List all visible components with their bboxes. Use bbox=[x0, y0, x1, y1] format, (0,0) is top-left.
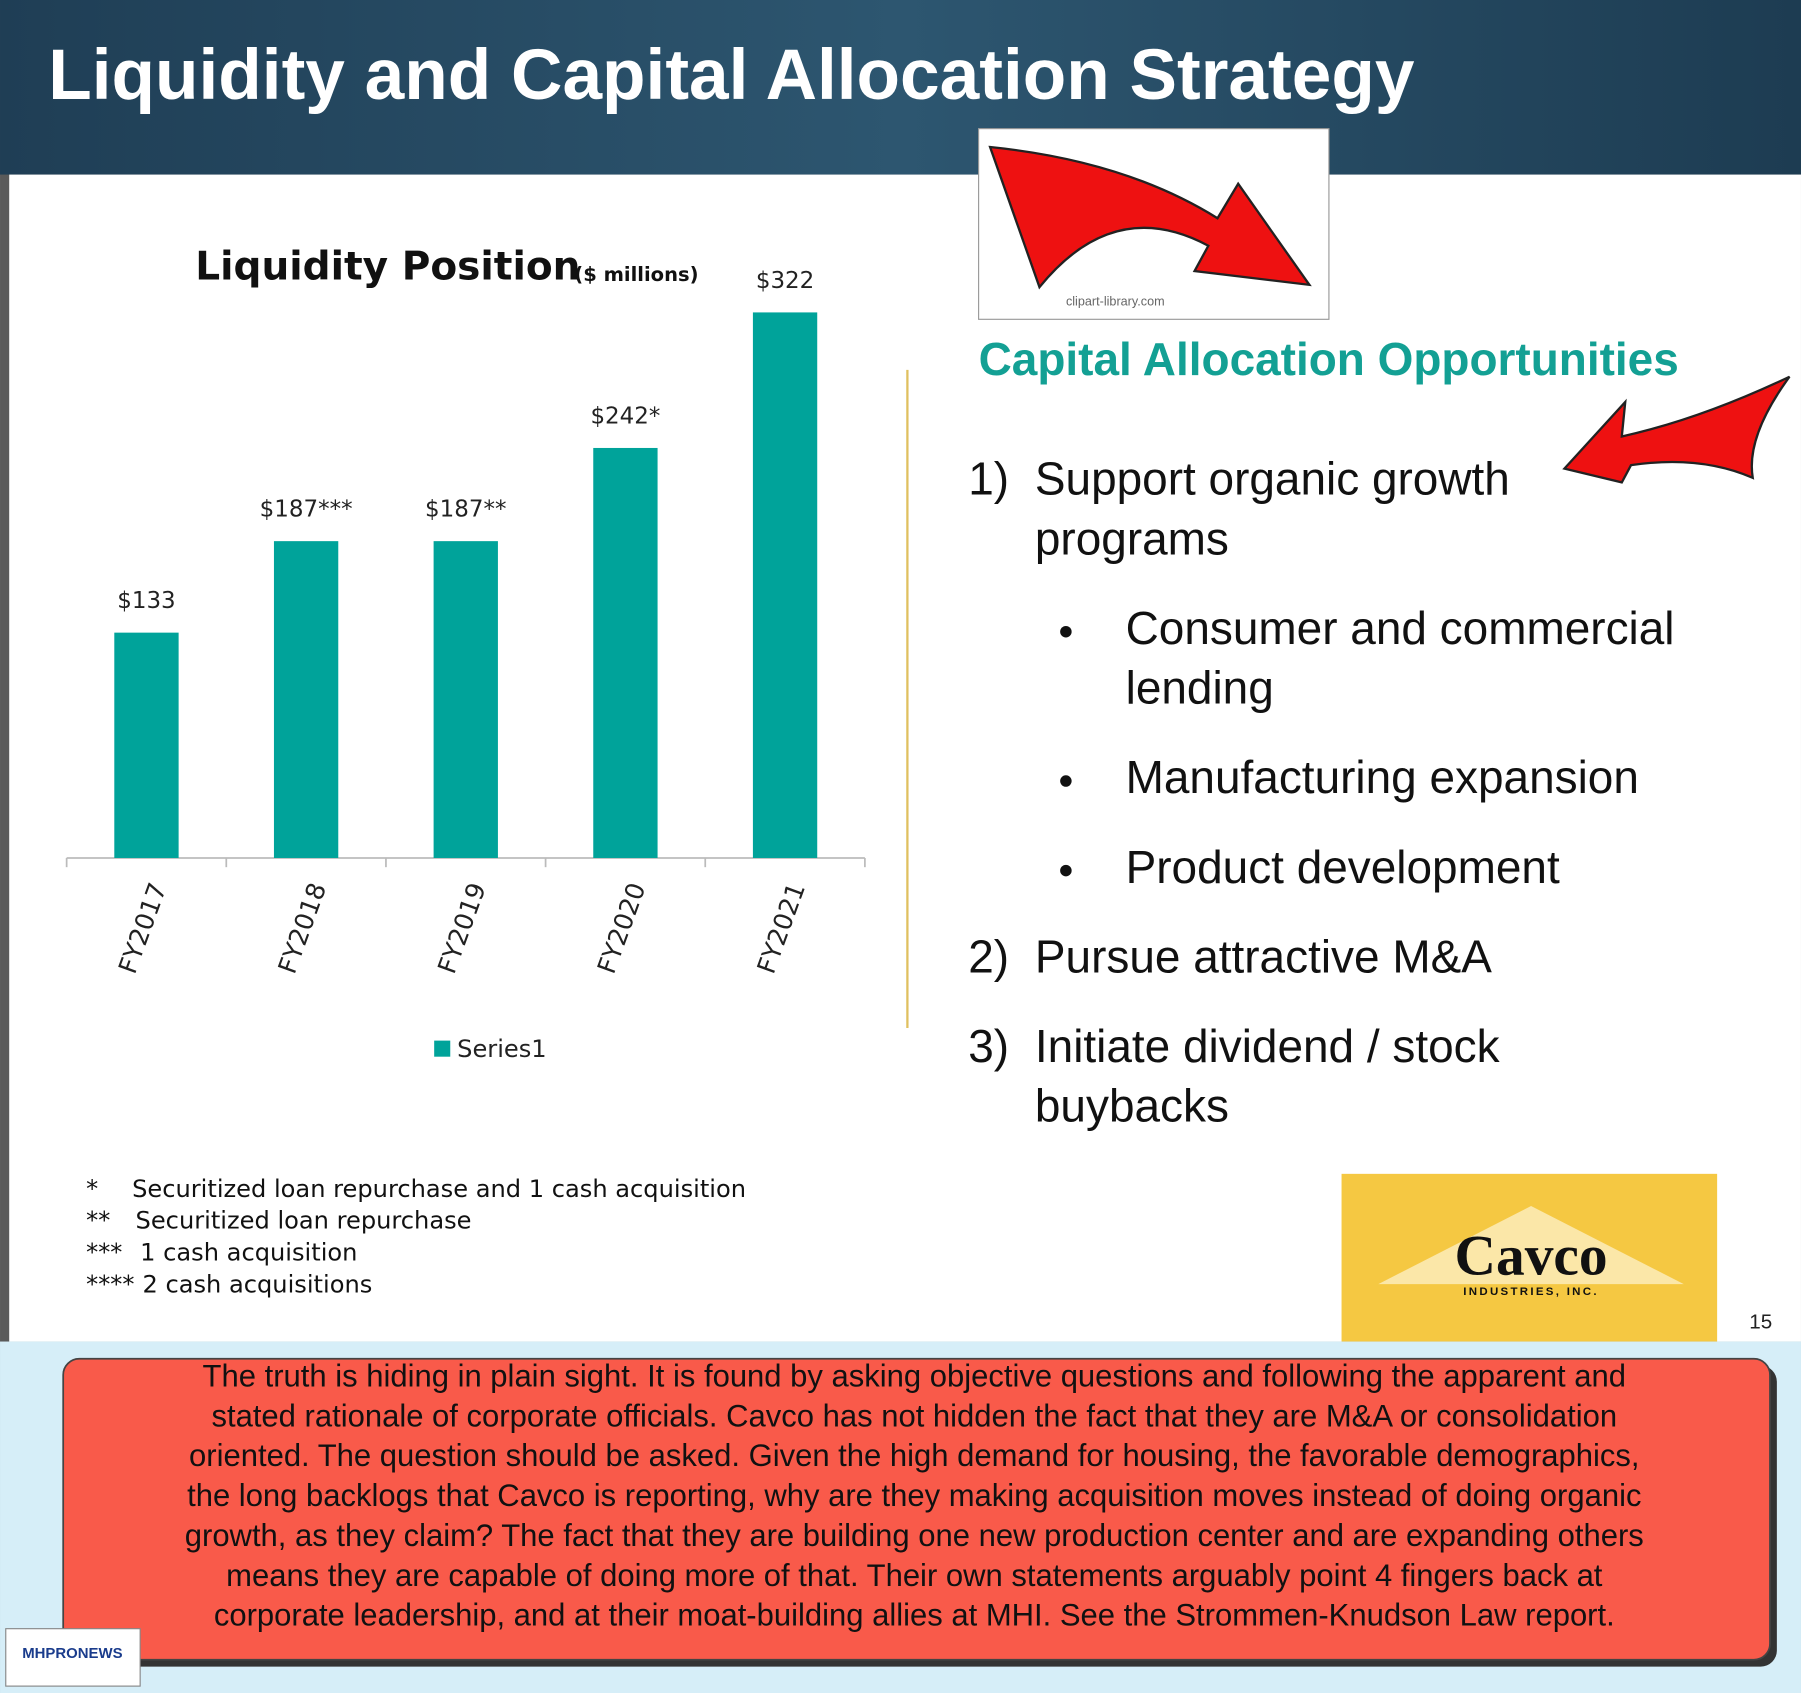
item-text: Initiate dividend / stock bbox=[1035, 1020, 1501, 1072]
footnote-marker: ** bbox=[86, 1207, 110, 1235]
item-text: programs bbox=[1035, 512, 1229, 564]
clipart-credit: clipart-library.com bbox=[1066, 294, 1165, 308]
logo: Cavco INDUSTRIES, INC. bbox=[1341, 1173, 1718, 1342]
bar bbox=[433, 541, 498, 858]
footnote-marker: * bbox=[86, 1175, 98, 1203]
item-text: Pursue attractive M&A bbox=[1035, 930, 1492, 982]
commentary-box bbox=[62, 1357, 1771, 1661]
arrow-shape bbox=[988, 145, 1312, 290]
bullet bbox=[1060, 625, 1072, 638]
item-number: 2) bbox=[968, 930, 1009, 982]
bullet-text: lending bbox=[1126, 662, 1274, 714]
footnote-marker: **** bbox=[86, 1270, 134, 1298]
footnote-text: 1 cash acquisition bbox=[140, 1239, 357, 1267]
chart-subtitle: ($ millions) bbox=[574, 263, 698, 286]
watermark-box bbox=[5, 1628, 141, 1687]
watermark-text: MHPRONEWS bbox=[22, 1645, 122, 1662]
footnote-text: 2 cash acquisitions bbox=[142, 1270, 372, 1298]
bullet-text: Manufacturing expansion bbox=[1126, 751, 1639, 803]
bar bbox=[114, 632, 179, 858]
logo-name: Cavco bbox=[1455, 1224, 1608, 1287]
bar bbox=[752, 312, 818, 858]
commentary-line: means they are capable of doing more of … bbox=[226, 1558, 1603, 1593]
page-number: 15 bbox=[1749, 1311, 1772, 1334]
bullet-text: Product development bbox=[1126, 841, 1560, 893]
opportunities: Capital Allocation Opportunities 1) Suppo… bbox=[968, 333, 1678, 1132]
commentary-line: growth, as they claim? The fact that the… bbox=[185, 1518, 1644, 1553]
value-label: $242* bbox=[590, 403, 660, 429]
slide-title: Liquidity and Capital Allocation Strateg… bbox=[48, 36, 1415, 115]
arrow-shape bbox=[1562, 375, 1791, 484]
value-label: $187*** bbox=[260, 497, 353, 523]
bullet bbox=[1060, 775, 1072, 787]
bullet bbox=[1060, 864, 1072, 877]
legend-swatch bbox=[434, 1040, 451, 1057]
arrow-image: clipart-library.com bbox=[978, 128, 1330, 320]
value-label: $322 bbox=[756, 268, 814, 294]
footnote-marker: *** bbox=[86, 1239, 122, 1267]
header-band bbox=[0, 0, 1801, 175]
item-text: buybacks bbox=[1035, 1080, 1229, 1132]
logo-subtitle: INDUSTRIES, INC. bbox=[1463, 1286, 1599, 1298]
commentary-line: The truth is hiding in plain sight. It i… bbox=[203, 1358, 1626, 1393]
value-label: $133 bbox=[117, 588, 175, 614]
commentary: The truth is hiding in plain sight. It i… bbox=[185, 1358, 1644, 1632]
bar bbox=[593, 447, 658, 858]
legend-label: Series1 bbox=[457, 1035, 546, 1063]
commentary-line: the long backlogs that Cavco is reportin… bbox=[187, 1478, 1641, 1513]
footnote-text: Securitized loan repurchase and 1 cash a… bbox=[132, 1175, 746, 1203]
item-text: Support organic growth bbox=[1035, 453, 1510, 505]
footnote-text: Securitized loan repurchase bbox=[136, 1207, 472, 1235]
opportunities-heading: Capital Allocation Opportunities bbox=[979, 333, 1679, 385]
value-label: $187** bbox=[425, 497, 506, 523]
item-number: 1) bbox=[968, 453, 1009, 505]
chart-title: Liquidity Position bbox=[195, 244, 580, 289]
item-number: 3) bbox=[968, 1020, 1009, 1072]
footnotes: * Securitized loan repurchase and 1 cash … bbox=[86, 1175, 746, 1298]
logo-roof bbox=[1378, 1206, 1684, 1285]
bar bbox=[273, 541, 339, 858]
commentary-line: oriented. The question should be asked. … bbox=[189, 1438, 1640, 1473]
bullet-text: Consumer and commercial bbox=[1126, 602, 1675, 654]
chart: Liquidity Position ($ millions) $133 $187… bbox=[65, 244, 866, 1063]
commentary-line: corporate leadership, and at their moat-… bbox=[214, 1598, 1615, 1633]
watermark: MHPRONEWS bbox=[5, 1628, 141, 1687]
commentary-line: stated rationale of corporate officials.… bbox=[211, 1398, 1617, 1433]
